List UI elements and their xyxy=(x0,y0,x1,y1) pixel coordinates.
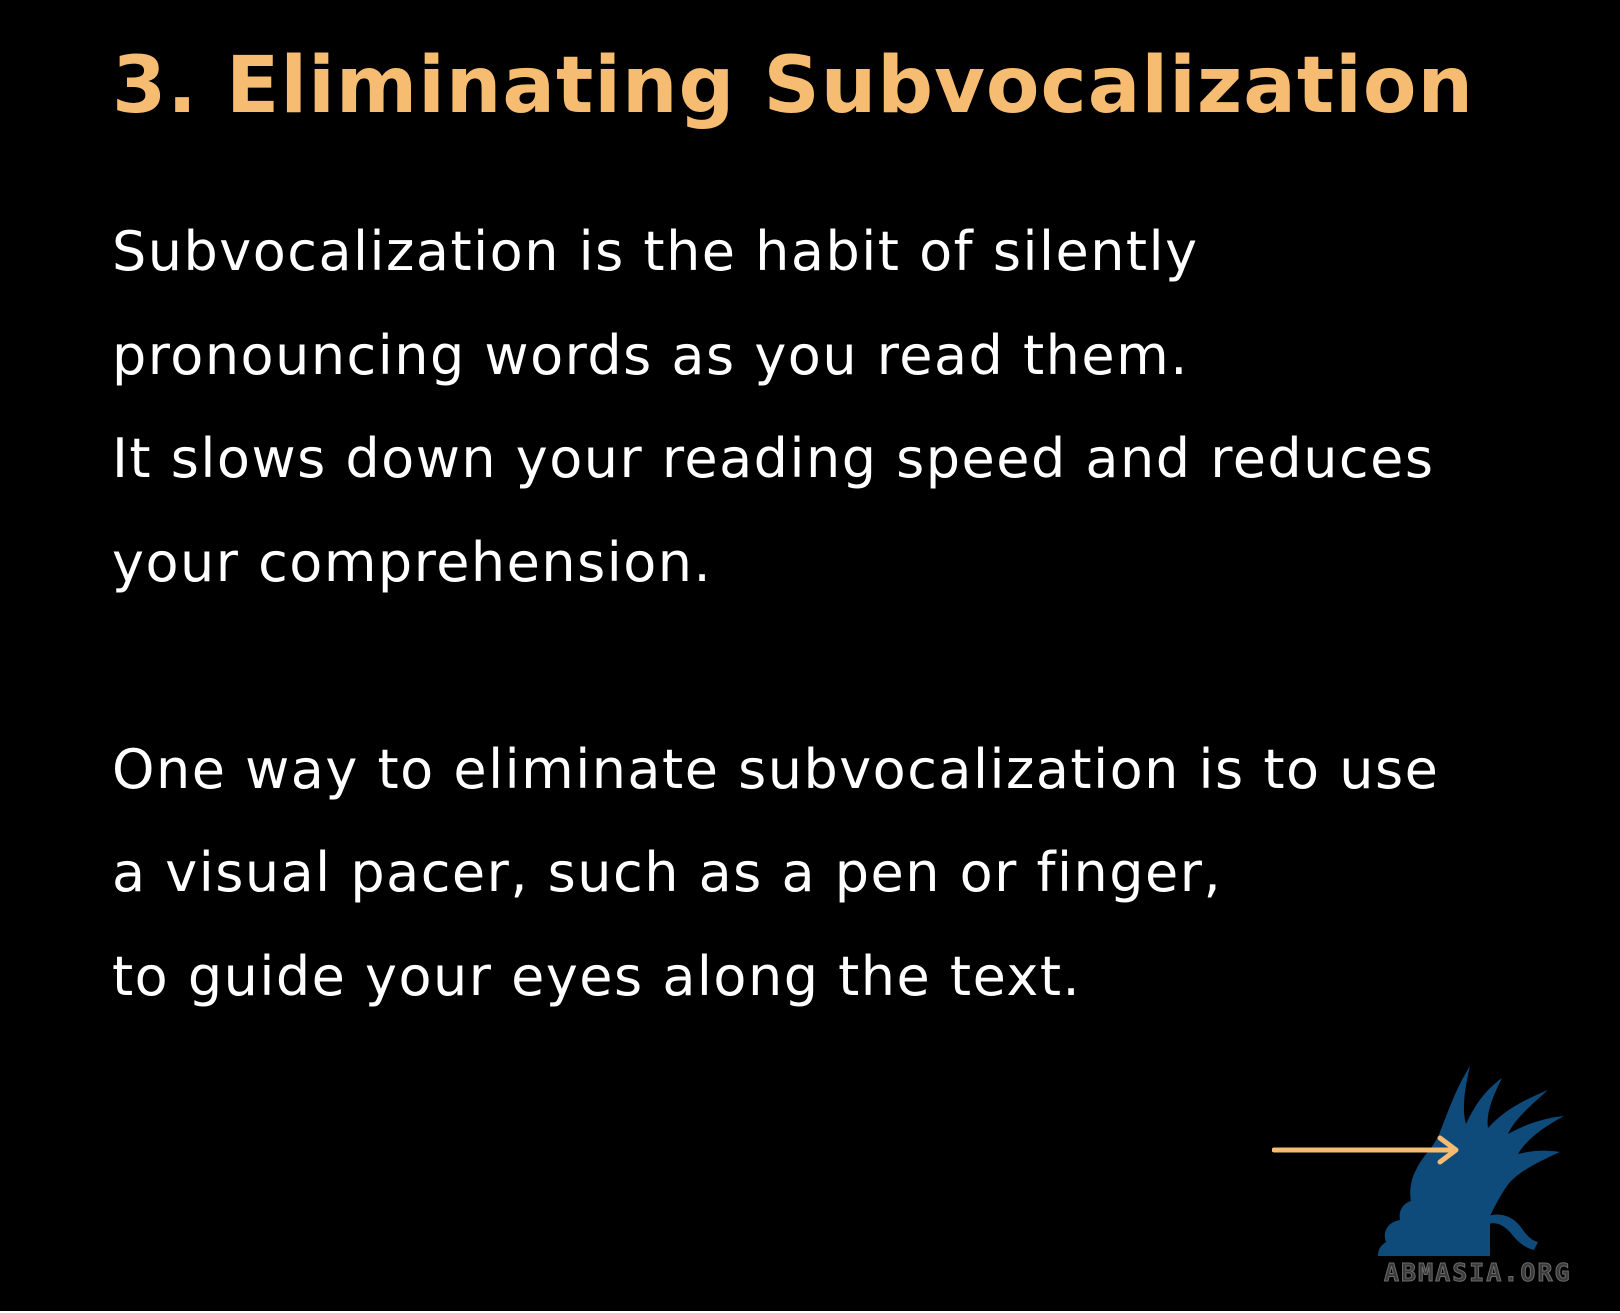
body-line: your comprehension. xyxy=(112,530,713,594)
slide-title: 3. Eliminating Subvocalization xyxy=(112,41,1475,131)
body-line: pronouncing words as you read them. xyxy=(112,323,1189,387)
body-line: a visual pacer, such as a pen or finger, xyxy=(112,841,1223,904)
body-line: Subvocalization is the habit of silently xyxy=(112,220,1199,283)
body-line: One way to eliminate subvocalization is … xyxy=(112,737,1440,801)
paragraph-spacer xyxy=(112,614,1439,718)
griffin-logo-icon xyxy=(1378,1066,1564,1256)
watermark-text: ABMASIA.ORG xyxy=(1384,1258,1572,1288)
body-line: to guide your eyes along the text. xyxy=(112,944,1082,1008)
body-line: It slows down your reading speed and red… xyxy=(112,427,1435,490)
arrow-right-icon[interactable] xyxy=(1272,1130,1462,1170)
slide-body: Subvocalization is the habit of silently… xyxy=(112,200,1439,1028)
